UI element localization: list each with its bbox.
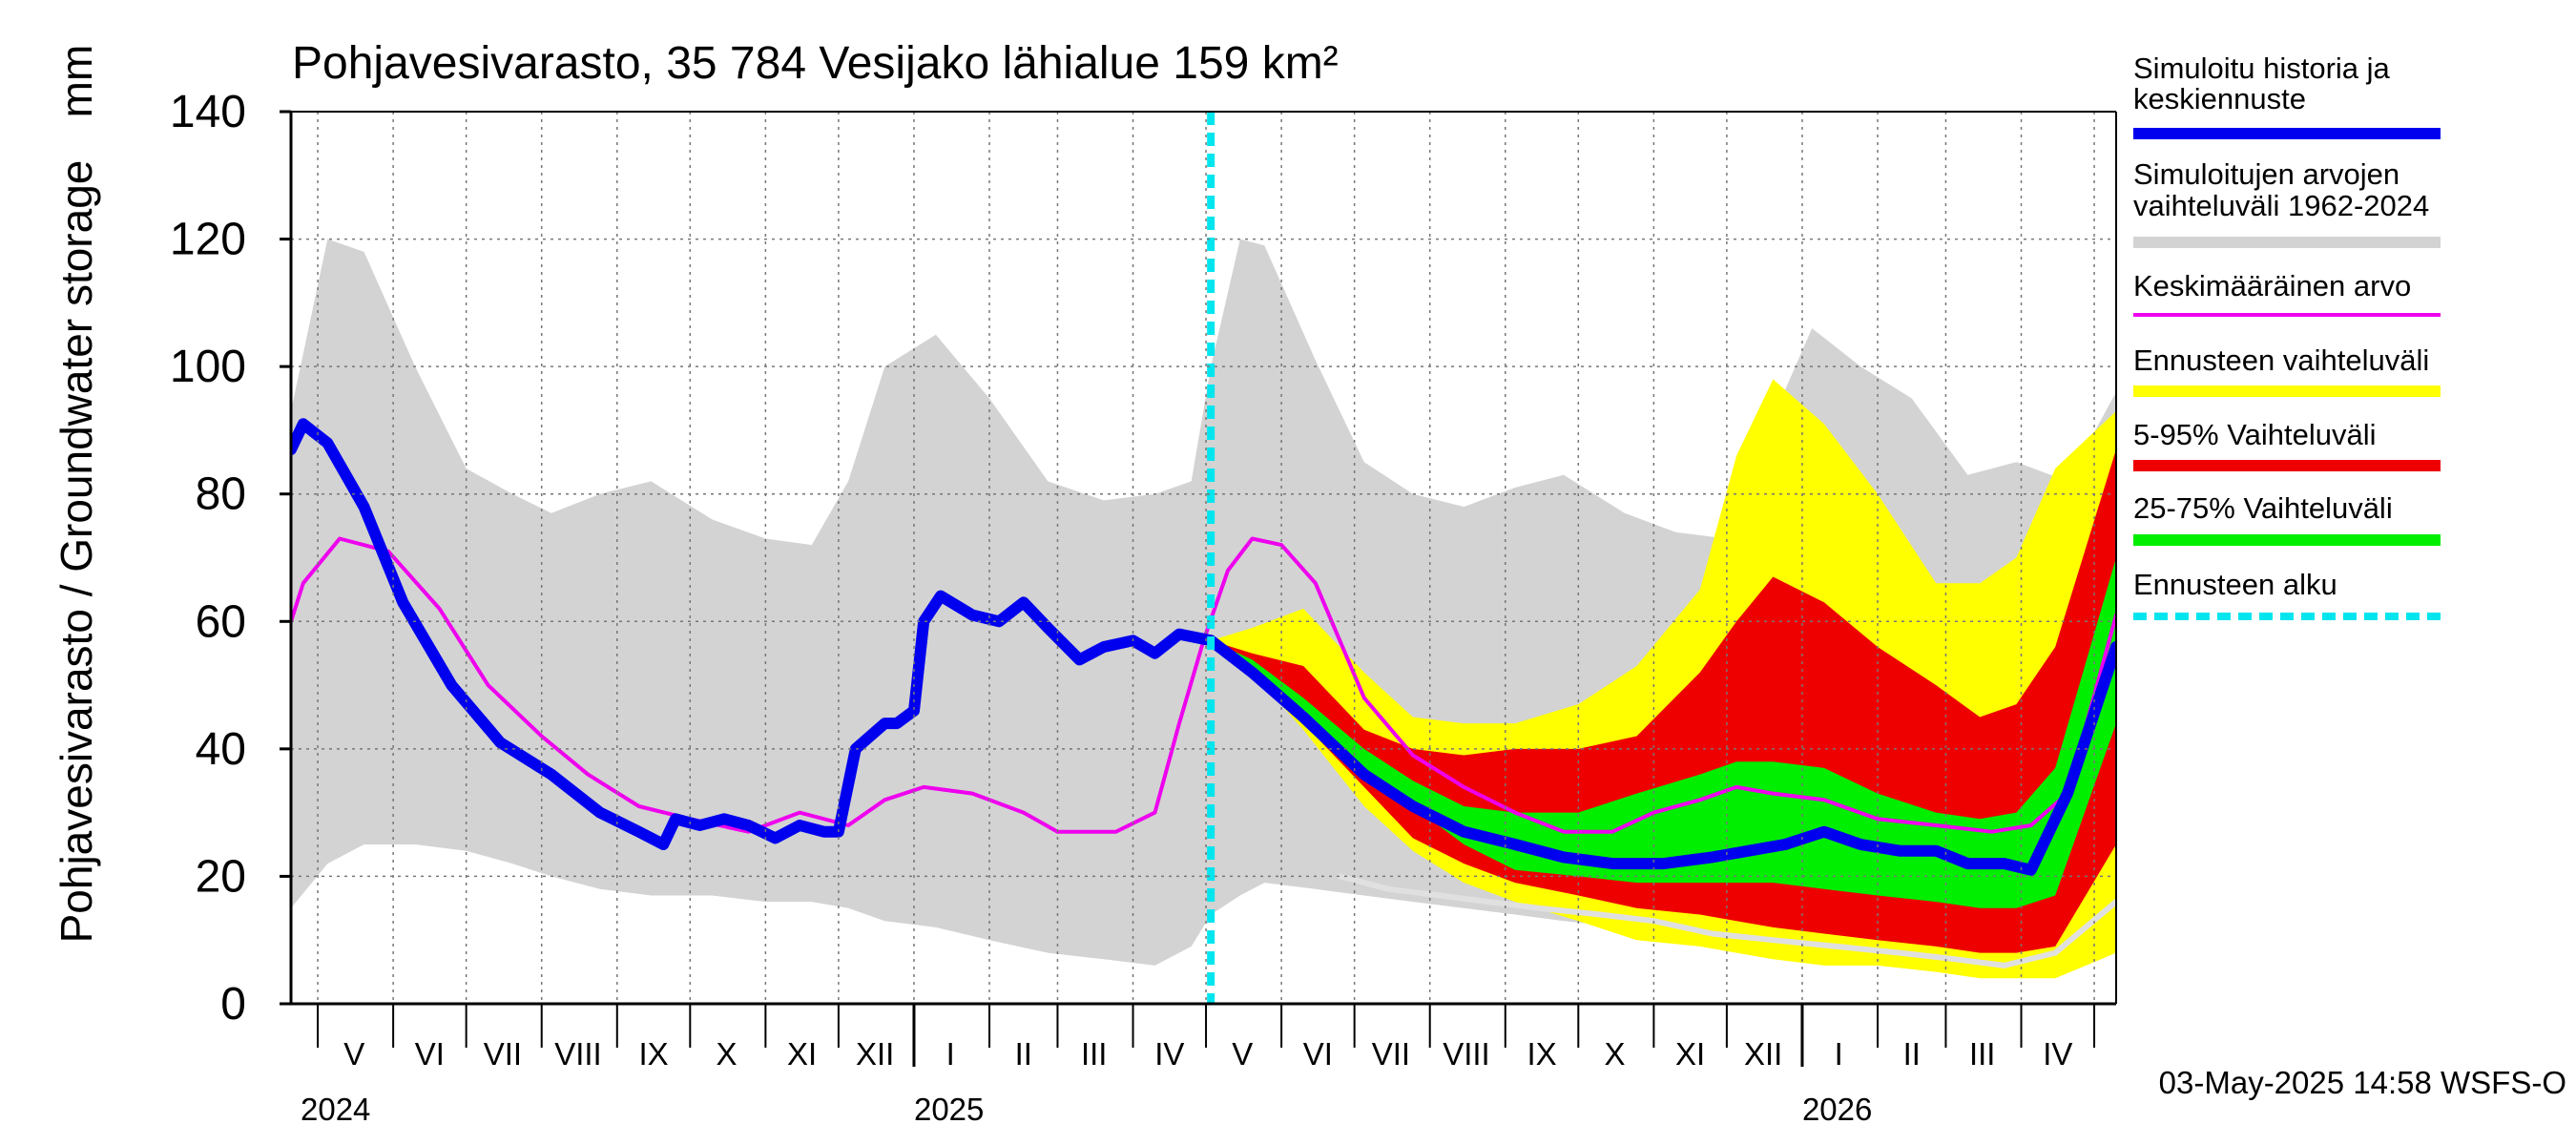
year-tick-label: 2025	[914, 1092, 984, 1127]
month-tick-label: XII	[1744, 1036, 1782, 1072]
month-tick-label: VIII	[1443, 1036, 1490, 1072]
month-tick-label: III	[1081, 1036, 1108, 1072]
chart-title: Pohjavesivarasto, 35 784 Vesijako lähial…	[292, 38, 1339, 89]
month-tick-label: VIII	[554, 1036, 602, 1072]
month-tick-label: II	[1903, 1036, 1921, 1072]
month-tick-label: IV	[2043, 1036, 2072, 1072]
month-tick-label: VII	[484, 1036, 522, 1072]
line-simuloitu-historia-ja-keskiennuste	[291, 418, 2116, 876]
legend-label: Keskimääräinen arvo	[2133, 269, 2411, 302]
legend-label: Ennusteen alku	[2133, 568, 2337, 601]
legend-label: Simuloitujen arvojen	[2133, 157, 2399, 191]
y-tick-label: 20	[196, 851, 246, 902]
month-tick-label: V	[343, 1036, 364, 1072]
month-tick-label: III	[1969, 1036, 1996, 1072]
month-tick-label: X	[717, 1036, 737, 1072]
y-tick-label: 100	[170, 342, 246, 392]
series-group	[291, 239, 2116, 979]
y-tick-label: 60	[196, 596, 246, 647]
y-axis-unit: mm	[52, 45, 101, 118]
year-tick-label: 2024	[301, 1092, 370, 1127]
y-tick-label: 120	[170, 215, 246, 265]
y-tick-label: 0	[220, 979, 246, 1030]
y-axis-label: Pohjavesivarasto / Groundwater storage	[52, 160, 101, 944]
plot-area	[291, 112, 2116, 1004]
month-tick-label: I	[1835, 1036, 1843, 1072]
y-tick-label: 140	[170, 87, 246, 137]
month-tick-label: II	[1015, 1036, 1032, 1072]
year-tick-label: 2026	[1802, 1092, 1872, 1127]
legend-label: Ennusteen vaihteluväli	[2133, 344, 2429, 377]
legend-label: keskiennuste	[2133, 82, 2306, 115]
month-tick-label: IX	[1527, 1036, 1556, 1072]
month-tick-label: XI	[787, 1036, 817, 1072]
month-tick-label: XI	[1675, 1036, 1705, 1072]
y-tick-label: 40	[196, 724, 246, 775]
month-tick-label: XII	[856, 1036, 894, 1072]
month-tick-label: X	[1605, 1036, 1626, 1072]
month-tick-label: I	[946, 1036, 955, 1072]
month-tick-label: VI	[1303, 1036, 1333, 1072]
legend-label: 5-95% Vaihteluväli	[2133, 418, 2376, 451]
month-tick-label: VI	[415, 1036, 445, 1072]
y-tick-label: 80	[196, 469, 246, 520]
legend-label: 25-75% Vaihteluväli	[2133, 491, 2393, 525]
month-tick-label: VII	[1372, 1036, 1410, 1072]
legend-label: Simuloitu historia ja	[2133, 52, 2391, 85]
line-simuloitujen-minimi	[1337, 873, 2116, 968]
month-tick-label: IV	[1154, 1036, 1184, 1072]
month-tick-label: IX	[638, 1036, 668, 1072]
month-tick-label: V	[1232, 1036, 1253, 1072]
footer-timestamp: 03-May-2025 14:58 WSFS-O	[2159, 1065, 2566, 1100]
legend-label: vaihteluväli 1962-2024	[2133, 189, 2429, 222]
